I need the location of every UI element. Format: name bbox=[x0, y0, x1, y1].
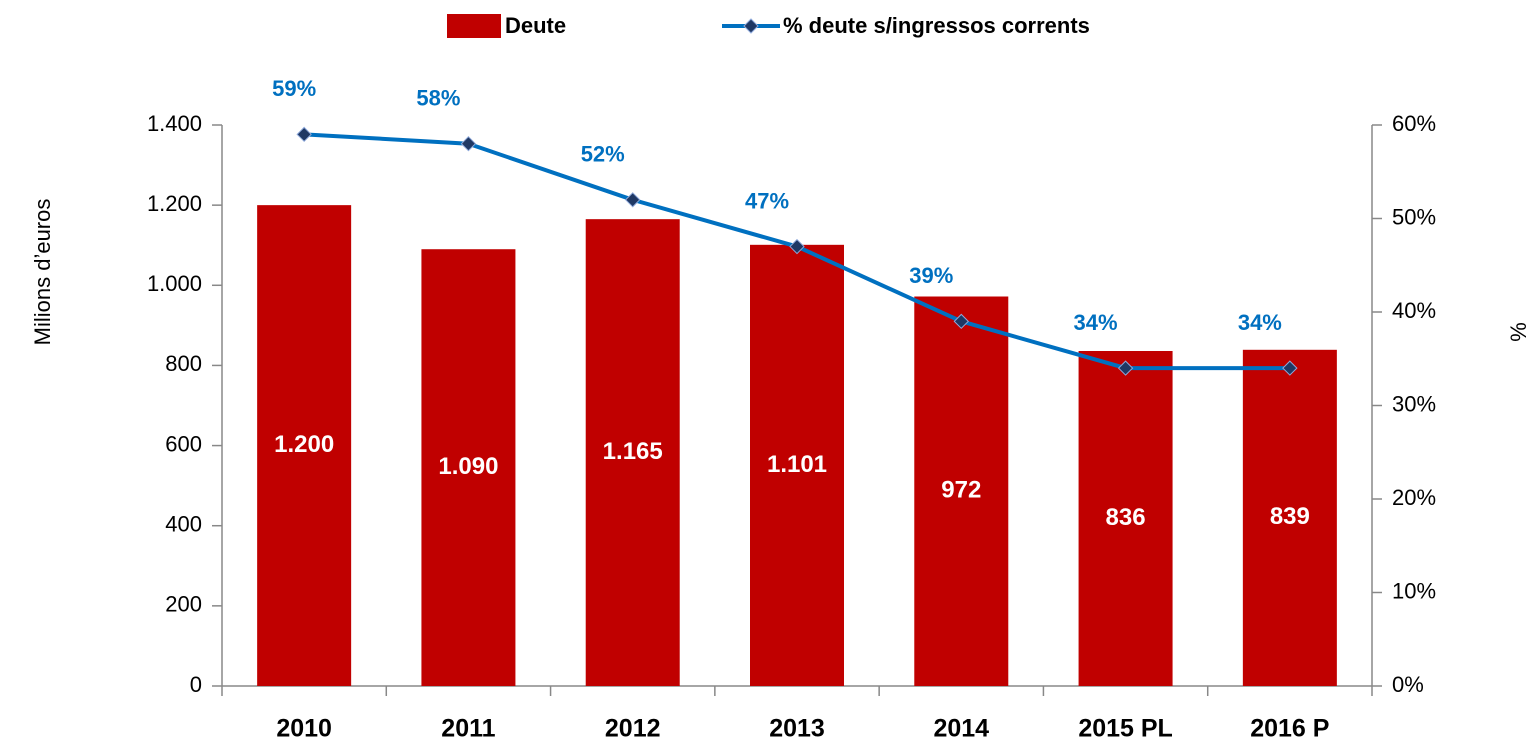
y2-axis-label: % bbox=[1506, 322, 1531, 342]
y2-tick-label: 30% bbox=[1392, 391, 1436, 416]
bar-value-label: 836 bbox=[1106, 504, 1146, 531]
bar-value-label: 839 bbox=[1270, 503, 1310, 530]
x-tick-label: 2016 P bbox=[1250, 715, 1329, 743]
x-tick-label: 2011 bbox=[441, 715, 495, 743]
y-axis-label: Milions d’euros bbox=[30, 199, 55, 346]
x-tick-label: 2010 bbox=[276, 715, 332, 743]
y2-tick-label: 10% bbox=[1392, 578, 1436, 603]
x-tick-label: 2014 bbox=[933, 715, 989, 743]
y-tick-label: 400 bbox=[165, 512, 202, 537]
line-value-label: 47% bbox=[745, 188, 789, 213]
bar bbox=[585, 219, 680, 687]
y2-tick-label: 40% bbox=[1392, 298, 1436, 323]
line-value-label: 34% bbox=[1238, 310, 1282, 335]
y2-tick-label: 0% bbox=[1392, 672, 1424, 697]
legend-label: Deute bbox=[505, 13, 566, 38]
bar bbox=[257, 205, 352, 686]
y-tick-label: 0 bbox=[190, 672, 202, 697]
line-marker bbox=[296, 126, 312, 143]
legend-label: % deute s/ingressos corrents bbox=[783, 13, 1090, 38]
line-value-label: 59% bbox=[272, 76, 316, 101]
bar bbox=[1242, 349, 1337, 686]
bar-value-label: 1.101 bbox=[767, 451, 827, 478]
bar-value-label: 1.090 bbox=[438, 453, 498, 480]
line-marker bbox=[1282, 360, 1298, 376]
bar-value-label: 972 bbox=[941, 477, 981, 504]
bar bbox=[1078, 351, 1173, 686]
bar bbox=[914, 296, 1009, 686]
line-value-label: 34% bbox=[1074, 310, 1118, 335]
line-marker bbox=[1117, 360, 1134, 376]
y-tick-label: 800 bbox=[165, 351, 202, 376]
line-marker bbox=[460, 135, 477, 152]
x-tick-label: 2015 PL bbox=[1078, 715, 1173, 743]
line-value-label: 52% bbox=[581, 142, 625, 167]
y-tick-label: 1.000 bbox=[147, 271, 202, 296]
y-tick-label: 600 bbox=[165, 431, 202, 456]
line-marker bbox=[789, 238, 805, 255]
x-tick-label: 2013 bbox=[769, 715, 825, 743]
line-marker bbox=[953, 313, 969, 330]
y2-tick-label: 60% bbox=[1392, 111, 1436, 136]
line-value-label: 39% bbox=[909, 263, 953, 288]
x-tick-label: 2012 bbox=[605, 715, 661, 743]
y-tick-label: 1.200 bbox=[147, 191, 202, 216]
bar-value-label: 1.165 bbox=[603, 438, 663, 465]
bar-value-label: 1.200 bbox=[274, 431, 334, 458]
line-value-label: 58% bbox=[416, 86, 460, 111]
y-tick-label: 200 bbox=[165, 592, 202, 617]
y2-tick-label: 20% bbox=[1392, 485, 1436, 510]
bar bbox=[750, 244, 844, 686]
line-marker bbox=[625, 192, 641, 208]
y2-tick-label: 50% bbox=[1392, 204, 1436, 229]
y-tick-label: 1.400 bbox=[147, 111, 202, 136]
legend-marker bbox=[743, 18, 759, 34]
legend-swatch bbox=[447, 14, 501, 38]
bar bbox=[421, 249, 516, 686]
